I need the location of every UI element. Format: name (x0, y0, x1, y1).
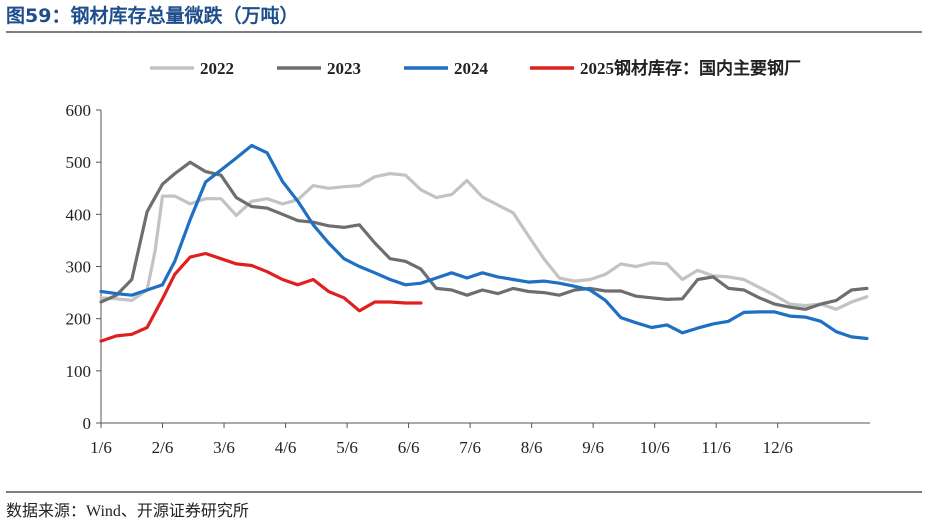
x-tick-label: 4/6 (275, 438, 297, 457)
source-note: 数据来源：Wind、开源证券研究所 (6, 502, 249, 520)
y-tick-label: 100 (66, 362, 92, 381)
axes: 0 100 200 300 400 500 600 1/6 2/6 3/6 4/6 5/6 6/6 7/6… (66, 101, 870, 457)
y-tick-label: 400 (66, 205, 92, 224)
x-tick-label: 5/6 (336, 438, 358, 457)
y-tick-label: 200 (66, 310, 92, 329)
x-tick-label: 2/6 (152, 438, 174, 457)
x-tick-label: 10/6 (640, 438, 670, 457)
series-line-2025钢材库存：国内主要钢厂 (99, 251, 423, 343)
y-tick-label: 300 (66, 258, 92, 277)
series-line-2022 (99, 172, 869, 311)
y-tick-label: 600 (66, 101, 92, 120)
legend: 2022 2023 2024 2025钢材库存：国内主要钢厂 (150, 58, 801, 78)
legend-label: 2023 (327, 59, 361, 78)
x-tick-label: 12/6 (763, 438, 793, 457)
y-tick-label: 500 (66, 153, 92, 172)
legend-label: 2022 (200, 59, 234, 78)
x-tick-label: 6/6 (398, 438, 420, 457)
legend-label: 2025钢材库存：国内主要钢厂 (580, 58, 801, 78)
x-tick-label: 1/6 (90, 438, 112, 457)
legend-label: 2024 (454, 59, 489, 78)
series-line-2024 (99, 143, 869, 341)
x-tick-label: 8/6 (521, 438, 543, 457)
legend-item-2023: 2023 (277, 59, 361, 78)
series-line-2023 (99, 160, 869, 311)
x-tick-label: 9/6 (582, 438, 604, 457)
x-tick-label: 3/6 (213, 438, 235, 457)
y-tick-label: 0 (83, 414, 92, 433)
page-title: 图59：钢材库存总量微跌（万吨） (6, 4, 298, 27)
legend-item-2022: 2022 (150, 59, 234, 78)
legend-item-2024: 2024 (404, 59, 489, 78)
x-tick-label: 11/6 (701, 438, 731, 457)
legend-item-2025钢材库存：国内主要钢厂: 2025钢材库存：国内主要钢厂 (530, 58, 801, 78)
x-tick-label: 7/6 (459, 438, 481, 457)
series-group (99, 143, 869, 343)
